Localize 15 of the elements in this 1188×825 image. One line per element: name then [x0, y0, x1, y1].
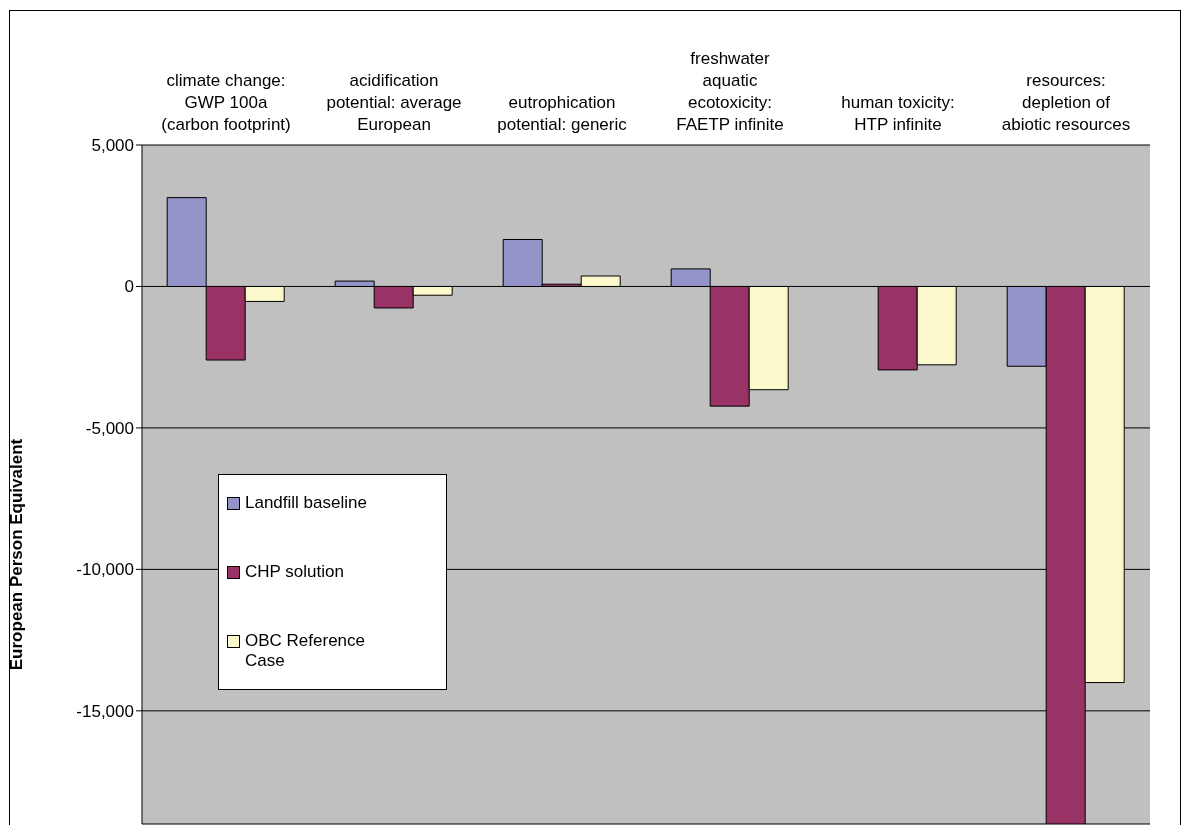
- y-tick-label: 0: [124, 277, 134, 297]
- y-tick-label: -5,000: [85, 418, 134, 438]
- y-tick-label: -15,000: [76, 701, 134, 721]
- legend-label: CHP solution: [245, 562, 345, 582]
- x-tick-label: climate change: GWP 100a (carbon footprint): [161, 71, 291, 134]
- y-tick-label: -10,000: [76, 560, 134, 580]
- x-tick-label: acidification potential: average European: [326, 71, 462, 134]
- legend-label: OBC Reference Case: [245, 631, 366, 671]
- y-axis-title: European Person Equivalent: [7, 438, 26, 671]
- y-tick-label: 5,000: [91, 136, 134, 156]
- x-tick-label: eutrophication potential: generic: [497, 93, 628, 134]
- x-tick-label: human toxicity: HTP infinite: [841, 93, 955, 134]
- x-tick-label: freshwater aquatic ecotoxicity: FAETP infinite: [676, 49, 784, 134]
- legend-label: Landfill baseline: [245, 493, 368, 513]
- x-tick-label: resources: depletion of abiotic resources: [1001, 71, 1131, 134]
